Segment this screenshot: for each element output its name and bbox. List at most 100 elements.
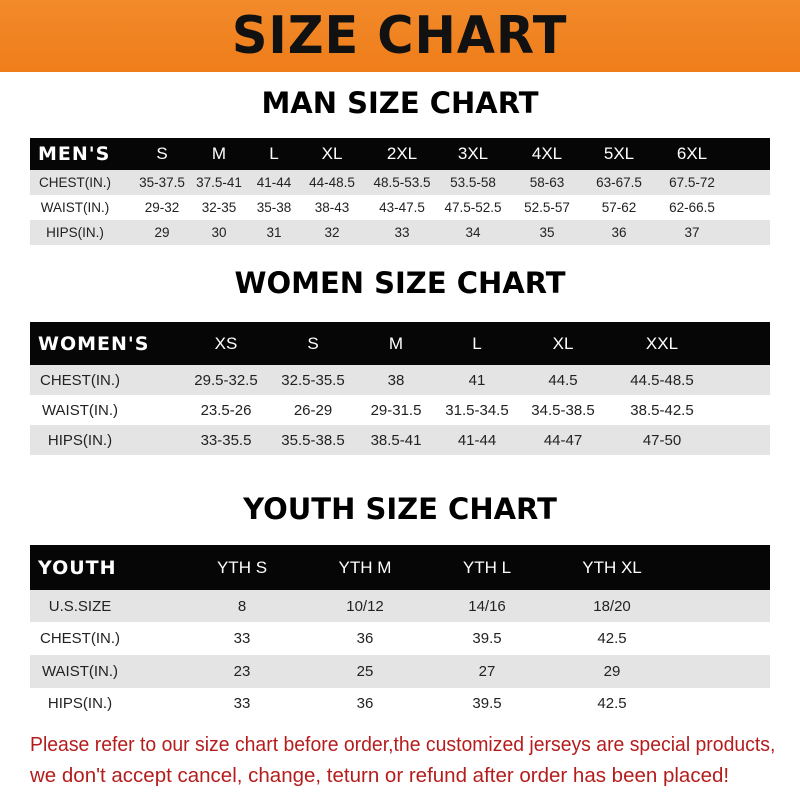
row-label: WAIST(IN.)	[41, 401, 119, 419]
table-cell: 25	[356, 663, 374, 680]
size-header: XL	[321, 144, 343, 163]
size-header: YTH L	[462, 557, 512, 577]
table-cell: 23.5-26	[200, 401, 252, 419]
size-header: 6XL	[676, 144, 708, 163]
header-row: MEN'S S M L XL 2XL 3XL 4XL 5XL 6XL	[30, 138, 770, 170]
table-row: HIPS(IN.) 29 30 31 32 33 34 35 36 37	[30, 220, 770, 245]
table-cell: 35	[539, 225, 555, 240]
size-header: YTH S	[216, 557, 268, 577]
table-row: HIPS(IN.) 33-35.5 35.5-38.5 38.5-41 41-44 44-…	[30, 425, 770, 455]
table-row: HIPS(IN.) 33 36 39.5 42.5	[30, 688, 770, 718]
women-title: WOMEN SIZE CHART	[234, 266, 566, 300]
table-cell: 29-32	[144, 200, 180, 215]
table-cell: 30	[211, 225, 227, 240]
table-cell: 35-38	[256, 200, 292, 215]
table-cell: 37	[684, 225, 700, 240]
table-cell: 33	[233, 694, 251, 712]
row-label: WAIST(IN.)	[40, 200, 110, 215]
row-label: HIPS(IN.)	[47, 694, 113, 712]
table-cell: 38-43	[314, 200, 350, 215]
table-cell: 32.5-35.5	[281, 371, 345, 389]
table-row: CHEST(IN.) 35-37.5 37.5-41 41-44 44-48.5 48.5…	[30, 170, 770, 195]
table-cell: 43-47.5	[379, 200, 425, 215]
size-header: M	[388, 333, 404, 353]
table-cell: 41-44	[256, 175, 292, 190]
table-cell: 33-35.5	[200, 431, 252, 449]
size-header: YTH XL	[582, 557, 642, 577]
size-header: 4XL	[531, 144, 563, 163]
table-cell: 58-63	[529, 175, 565, 190]
header-row: WOMEN'S XS S M L XL XXL	[30, 322, 770, 365]
size-header: XXL	[645, 333, 679, 353]
table-cell: 35.5-38.5	[281, 431, 345, 449]
table-cell: 23	[233, 663, 251, 680]
banner-title: SIZE CHART	[232, 6, 568, 66]
banner: SIZE CHART	[0, 0, 800, 72]
table-cell: 44-47	[543, 431, 583, 449]
row-label: CHEST(IN.)	[39, 175, 111, 190]
table-row: CHEST(IN.) 29.5-32.5 32.5-35.5 38 41 44.5 44.5…	[30, 365, 770, 395]
table-cell: 47.5-52.5	[444, 200, 502, 215]
table-cell: 37.5-41	[196, 175, 242, 190]
table-cell: 44-48.5	[309, 175, 355, 190]
row-label: HIPS(IN.)	[47, 431, 113, 449]
table-cell: 29-31.5	[370, 401, 422, 419]
size-header: L	[472, 333, 482, 353]
header-row: YOUTH YTH S YTH M YTH L YTH XL	[30, 545, 770, 590]
table-cell: 32-35	[201, 200, 237, 215]
table-cell: 39.5	[472, 630, 502, 647]
size-header: YTH M	[338, 557, 392, 577]
table-cell: 26-29	[293, 401, 333, 419]
row-label: U.S.SIZE	[48, 597, 112, 615]
table-row: U.S.SIZE 8 10/12 14/16 18/20	[30, 590, 770, 622]
table-cell: 39.5	[472, 694, 502, 712]
table-row: CHEST(IN.) 33 36 39.5 42.5	[30, 622, 770, 655]
table-cell: 67.5-72	[669, 175, 715, 190]
table-cell: 62-66.5	[669, 200, 715, 215]
size-header: L	[269, 144, 279, 163]
table-cell: 57-62	[601, 200, 637, 215]
table-row: WAIST(IN.) 23 25 27 29	[30, 655, 770, 688]
table-cell: 41	[468, 371, 486, 389]
table-cell: 33	[394, 225, 410, 240]
table-row: WAIST(IN.) 23.5-26 26-29 29-31.5 31.5-34.5 34…	[30, 395, 770, 425]
size-header: XL	[552, 333, 574, 353]
size-header: S	[307, 333, 319, 353]
table-cell: 34	[465, 225, 481, 240]
table-cell: 44.5-48.5	[630, 371, 694, 389]
table-cell: 52.5-57	[524, 200, 570, 215]
men-title: MAN SIZE CHART	[261, 86, 539, 120]
table-cell: 38.5-42.5	[630, 401, 694, 419]
table-cell: 63-67.5	[596, 175, 642, 190]
table-cell: 27	[478, 663, 496, 680]
row-label: CHEST(IN.)	[40, 371, 120, 389]
table-cell: 36	[611, 225, 627, 240]
table-cell: 33	[233, 630, 251, 647]
table-cell: 48.5-53.5	[373, 175, 431, 190]
table-cell: 34.5-38.5	[531, 401, 595, 419]
table-cell: 44.5	[548, 371, 578, 389]
table-cell: 18/20	[593, 597, 631, 615]
table-cell: 14/16	[468, 597, 506, 615]
table-cell: 35-37.5	[139, 175, 185, 190]
table-cell: 8	[237, 597, 247, 615]
table-cell: 38	[387, 371, 405, 389]
table-title-cell: MEN'S	[38, 143, 111, 165]
table-cell: 29	[154, 225, 170, 240]
size-header: 3XL	[457, 144, 489, 163]
table-title-cell: WOMEN'S	[38, 332, 150, 355]
table-cell: 47-50	[642, 431, 682, 449]
table-cell: 32	[324, 225, 340, 240]
table-cell: 29	[603, 663, 621, 680]
table-cell: 31	[266, 225, 282, 240]
size-header: XS	[214, 333, 238, 353]
table-cell: 29.5-32.5	[194, 371, 258, 389]
table-cell: 10/12	[346, 597, 384, 615]
size-header: 5XL	[603, 144, 635, 163]
size-header: S	[156, 144, 168, 163]
table-cell: 41-44	[457, 431, 497, 449]
table-cell: 53.5-58	[450, 175, 496, 190]
table-cell: 36	[356, 630, 374, 647]
notice-line-1: Please refer to our size chart before or…	[30, 733, 776, 756]
table-title-cell: YOUTH	[38, 556, 117, 579]
